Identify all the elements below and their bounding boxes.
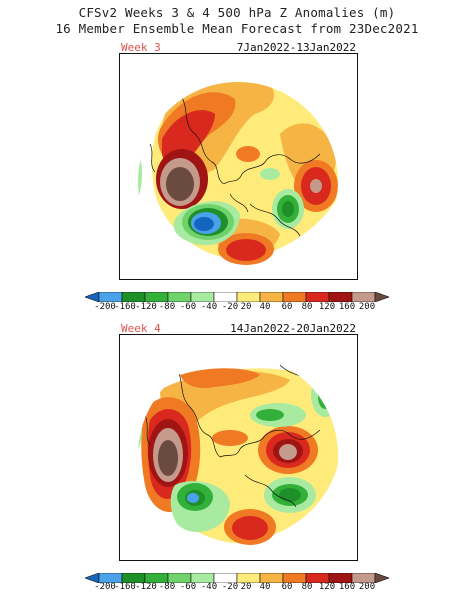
cbar-tick: 120 bbox=[318, 582, 336, 592]
cbar-tick: 40 bbox=[259, 302, 271, 312]
chart-title: CFSv2 Weeks 3 & 4 500 hPa Z Anomalies (m… bbox=[78, 5, 396, 20]
week3-pos-200-core bbox=[166, 167, 194, 201]
cbar-tick: -60 bbox=[179, 582, 197, 592]
colorbar-segment bbox=[282, 292, 307, 302]
cbar-tick: -160 bbox=[114, 302, 136, 312]
colorbar-segment bbox=[190, 292, 215, 302]
cbar-tick: 60 bbox=[281, 582, 293, 592]
colorbar-segment bbox=[374, 292, 389, 302]
week3-map-panel bbox=[119, 53, 358, 280]
colorbar-segment bbox=[305, 292, 330, 302]
cbar-tick: -40 bbox=[200, 302, 218, 312]
week3-colorbar bbox=[85, 292, 389, 302]
colorbar-segment bbox=[236, 292, 261, 302]
cbar-tick: 80 bbox=[301, 582, 313, 592]
colorbar-segment bbox=[85, 292, 100, 302]
colorbar-segment bbox=[328, 292, 353, 302]
chart-subtitle: 16 Member Ensemble Mean Forecast from 23… bbox=[55, 21, 419, 36]
cbar-tick: -160 bbox=[114, 582, 136, 592]
cbar-tick: 40 bbox=[259, 582, 271, 592]
cbar-tick: -80 bbox=[158, 302, 176, 312]
cbar-tick: -120 bbox=[135, 582, 157, 592]
week3-colorbar-labels: -200 -160 -120 -80 -60 -40 -20 20 40 60 … bbox=[0, 302, 474, 314]
cbar-tick: 20 bbox=[240, 582, 252, 592]
cbar-tick: 200 bbox=[358, 302, 376, 312]
cbar-tick: 60 bbox=[281, 302, 293, 312]
week4-colorbar-labels: -200 -160 -120 -80 -60 -40 -20 20 40 60 … bbox=[0, 582, 474, 594]
week4-colorbar bbox=[85, 573, 389, 583]
colorbar-segment bbox=[121, 292, 146, 302]
week3-anomaly-map bbox=[138, 82, 338, 265]
colorbar-segment bbox=[213, 292, 238, 302]
cbar-tick: 120 bbox=[318, 302, 336, 312]
cbar-tick: -20 bbox=[221, 302, 239, 312]
week4-label: Week 4 bbox=[121, 322, 161, 335]
cbar-tick: -20 bbox=[221, 582, 239, 592]
cbar-tick: -200 bbox=[94, 302, 116, 312]
cbar-tick: 160 bbox=[338, 582, 356, 592]
colorbar-segment bbox=[374, 573, 389, 583]
colorbar-segment bbox=[144, 292, 169, 302]
week3-date-range: 7Jan2022-13Jan2022 bbox=[236, 41, 356, 54]
week4-date-range: 14Jan2022-20Jan2022 bbox=[230, 322, 356, 335]
week3-label: Week 3 bbox=[121, 41, 161, 54]
week4-map-panel bbox=[119, 334, 358, 561]
cbar-tick: 200 bbox=[358, 582, 376, 592]
cbar-tick: -120 bbox=[135, 302, 157, 312]
cbar-tick: -60 bbox=[179, 302, 197, 312]
cbar-tick: 20 bbox=[240, 302, 252, 312]
colorbar-segment bbox=[167, 292, 192, 302]
week4-anomaly-map bbox=[138, 364, 338, 545]
colorbar-segment bbox=[351, 292, 376, 302]
colorbar-segment bbox=[259, 292, 284, 302]
cbar-tick: -40 bbox=[200, 582, 218, 592]
cbar-tick: -200 bbox=[94, 582, 116, 592]
cbar-tick: -80 bbox=[158, 582, 176, 592]
cbar-tick: 160 bbox=[338, 302, 356, 312]
cbar-tick: 80 bbox=[301, 302, 313, 312]
colorbar-segment bbox=[98, 292, 123, 302]
